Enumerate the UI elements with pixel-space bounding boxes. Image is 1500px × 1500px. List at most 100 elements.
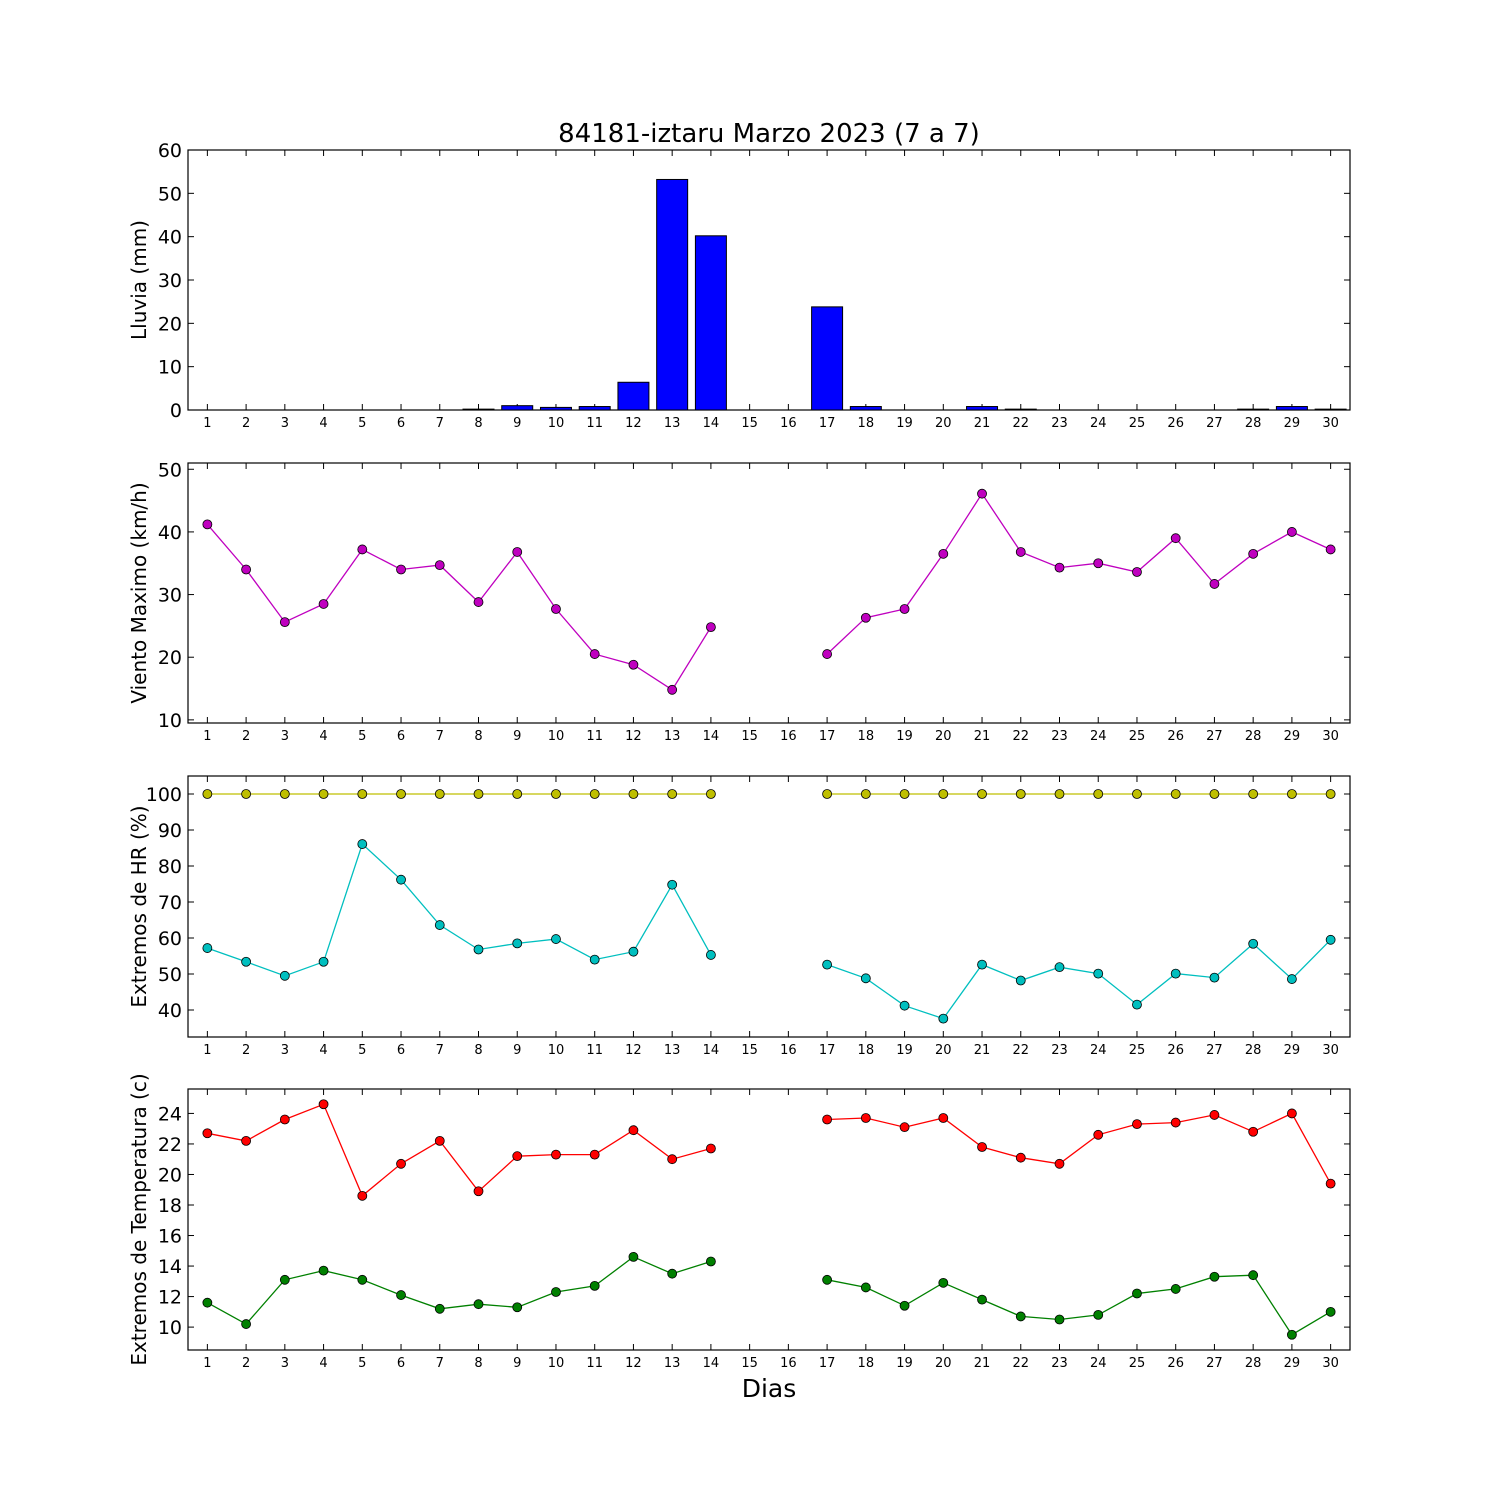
x-tick-label: 18 [858, 1356, 875, 1371]
data-point [357, 1274, 368, 1285]
data-point [589, 1280, 600, 1291]
data-point [434, 1303, 445, 1314]
bar [1275, 406, 1308, 411]
bar [1314, 408, 1347, 411]
bar [811, 306, 844, 411]
data-point [938, 548, 949, 559]
data-point [706, 789, 716, 799]
x-tick-label: 13 [664, 1356, 681, 1371]
x-tick-label: 6 [397, 1356, 405, 1371]
x-tick-label: 9 [513, 1356, 521, 1371]
y-tick-label: 50 [158, 183, 182, 205]
data-point [241, 1319, 252, 1329]
data-point [1093, 1129, 1104, 1140]
y-tick-label: 100 [146, 784, 182, 806]
x-tick-label: 18 [858, 729, 875, 744]
bar [966, 406, 999, 411]
data-point [822, 1114, 832, 1125]
x-tick-label: 13 [664, 729, 681, 744]
x-tick-label: 5 [358, 1043, 366, 1058]
data-point [1325, 544, 1336, 555]
data-point [1015, 1311, 1026, 1322]
bar [1004, 408, 1037, 411]
data-point [396, 1290, 406, 1300]
data-point [1170, 533, 1181, 544]
x-tick-label: 13 [664, 1043, 681, 1058]
x-tick-label: 21 [974, 416, 991, 431]
data-point [279, 1274, 290, 1285]
y-tick-label: 60 [158, 928, 182, 950]
x-tick-label: 28 [1245, 729, 1262, 744]
x-tick-label: 2 [242, 1356, 250, 1371]
x-tick-label: 1 [203, 1043, 211, 1058]
y-tick-label: 50 [158, 459, 182, 481]
data-point [318, 789, 329, 799]
x-tick-label: 21 [974, 1043, 991, 1058]
y-tick-label: 60 [158, 140, 182, 162]
x-tick-label: 26 [1167, 729, 1184, 744]
x-tick-label: 27 [1206, 1356, 1223, 1371]
x-tick-label: 16 [780, 729, 797, 744]
series-line [206, 492, 1331, 691]
x-tick-label: 3 [281, 416, 289, 431]
y-tick-label: 40 [158, 227, 182, 249]
x-tick-label: 19 [896, 1356, 913, 1371]
bar [617, 381, 650, 411]
x-tick-label: 30 [1322, 729, 1339, 744]
x-tick-label: 5 [358, 1356, 366, 1371]
data-point [667, 1268, 678, 1279]
data-point [860, 789, 871, 799]
x-tick-label: 2 [242, 416, 250, 431]
data-point [977, 959, 987, 970]
x-tick-label: 17 [819, 729, 836, 744]
data-point [202, 1297, 213, 1308]
y-tick-label: 40 [158, 522, 182, 544]
x-tick-label: 10 [548, 729, 565, 744]
data-point [473, 597, 484, 607]
y-tick-label: 10 [158, 1317, 182, 1339]
data-point [279, 617, 290, 628]
y-tick-label: 20 [158, 313, 182, 335]
x-tick-label: 25 [1129, 729, 1146, 744]
x-tick-label: 25 [1129, 1043, 1146, 1058]
data-point [1170, 789, 1181, 799]
x-tick-label: 14 [703, 1356, 720, 1371]
data-point [551, 604, 561, 614]
x-tick-label: 15 [741, 729, 758, 744]
x-tick-label: 14 [703, 729, 720, 744]
data-point [1325, 1306, 1336, 1317]
bar [462, 408, 495, 411]
x-tick-label: 5 [358, 416, 366, 431]
data-point [1132, 789, 1142, 799]
data-point [434, 920, 445, 930]
data-point [822, 789, 832, 799]
x-tick-label: 30 [1322, 1356, 1339, 1371]
data-point [1170, 968, 1181, 979]
data-point [1209, 789, 1220, 799]
data-point [1054, 789, 1065, 799]
data-point [667, 879, 678, 890]
x-tick-label: 22 [1012, 416, 1029, 431]
data-point [202, 789, 213, 799]
data-point [279, 970, 290, 981]
x-tick-label: 24 [1090, 416, 1107, 431]
y-tick-label: 22 [158, 1134, 182, 1156]
x-tick-label: 17 [819, 1356, 836, 1371]
y-tick-label: 18 [158, 1195, 182, 1217]
data-point [589, 649, 600, 659]
data-point [899, 1000, 910, 1011]
data-point [279, 1114, 290, 1125]
x-tick-label: 24 [1090, 729, 1107, 744]
x-tick-label: 19 [896, 1043, 913, 1058]
data-point [1209, 1271, 1220, 1282]
x-tick-label: 24 [1090, 1356, 1107, 1371]
data-point [1015, 1152, 1026, 1163]
axes-frame [187, 1088, 1351, 1351]
x-tick-label: 21 [974, 1356, 991, 1371]
x-tick-label: 23 [1051, 1043, 1068, 1058]
x-tick-label: 9 [513, 729, 521, 744]
data-point [1132, 1119, 1142, 1130]
x-tick-label: 24 [1090, 1043, 1107, 1058]
data-point [938, 789, 949, 799]
